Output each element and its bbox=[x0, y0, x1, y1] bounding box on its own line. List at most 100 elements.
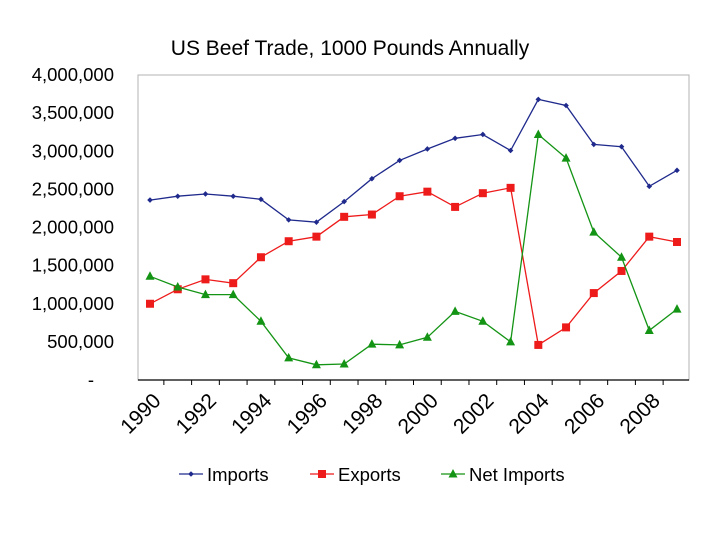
legend-marker bbox=[448, 469, 458, 478]
y-tick-label: 4,000,000 bbox=[32, 64, 114, 85]
data-point-net-imports bbox=[617, 252, 627, 261]
data-point-net-imports bbox=[672, 304, 682, 313]
data-point-net-imports bbox=[228, 289, 238, 299]
data-point-imports bbox=[285, 217, 292, 223]
data-point-exports bbox=[617, 266, 626, 275]
x-tick-label: 2002 bbox=[449, 389, 498, 438]
data-point-net-imports bbox=[450, 306, 460, 315]
data-point-imports bbox=[452, 135, 458, 142]
data-point-imports bbox=[424, 146, 431, 152]
x-tick-label: 1998 bbox=[338, 389, 387, 438]
legend-marker bbox=[318, 470, 326, 478]
legend-item-net-imports: Net Imports bbox=[441, 464, 565, 485]
data-point-net-imports bbox=[339, 358, 349, 368]
plot-area bbox=[137, 74, 690, 381]
series-layer bbox=[145, 96, 682, 369]
data-point-net-imports bbox=[533, 129, 543, 138]
x-tick-label: 2006 bbox=[560, 389, 609, 438]
legend: Imports Exports Net Imports bbox=[179, 464, 565, 485]
series-line-imports bbox=[149, 98, 678, 223]
data-point-imports bbox=[507, 147, 514, 154]
data-point-imports bbox=[396, 157, 403, 164]
legend-label: Imports bbox=[207, 464, 269, 485]
data-point-exports bbox=[256, 253, 265, 262]
legend-label: Exports bbox=[338, 464, 401, 485]
data-point-net-imports bbox=[284, 352, 294, 362]
data-point-exports bbox=[451, 202, 460, 211]
series-imports bbox=[147, 96, 680, 225]
y-tick-label: 2,500,000 bbox=[32, 178, 114, 199]
data-point-net-imports bbox=[367, 339, 377, 348]
data-point-net-imports bbox=[589, 227, 599, 236]
series-exports bbox=[146, 183, 681, 349]
series-line-exports bbox=[149, 187, 678, 346]
data-point-imports bbox=[174, 193, 181, 200]
data-point-imports bbox=[646, 183, 653, 190]
data-point-imports bbox=[618, 143, 625, 150]
data-point-exports bbox=[562, 323, 571, 332]
data-point-net-imports bbox=[173, 281, 183, 291]
y-tick-label: 1,500,000 bbox=[32, 255, 114, 276]
data-point-imports bbox=[341, 198, 347, 205]
chart-title: US Beef Trade, 1000 Pounds Annually bbox=[171, 37, 530, 60]
y-tick-label: 500,000 bbox=[47, 331, 114, 352]
data-point-exports bbox=[340, 212, 349, 221]
data-point-exports bbox=[284, 237, 293, 246]
data-point-net-imports bbox=[644, 325, 654, 334]
data-point-exports bbox=[673, 237, 681, 246]
data-point-imports bbox=[313, 219, 320, 225]
data-point-exports bbox=[146, 299, 154, 308]
x-tick-label: 1990 bbox=[116, 389, 165, 438]
data-point-imports bbox=[480, 131, 486, 138]
data-point-exports bbox=[423, 187, 432, 196]
data-point-exports bbox=[506, 183, 515, 192]
series-net-imports bbox=[145, 129, 682, 369]
data-point-exports bbox=[478, 189, 487, 198]
data-point-imports bbox=[563, 102, 569, 109]
data-point-imports bbox=[535, 96, 542, 103]
data-point-net-imports bbox=[200, 289, 210, 299]
legend-marker bbox=[188, 471, 194, 477]
data-point-imports bbox=[147, 197, 153, 203]
legend-item-imports: Imports bbox=[179, 464, 269, 485]
data-point-net-imports bbox=[395, 339, 405, 349]
y-tick-label: 2,000,000 bbox=[32, 217, 114, 238]
data-point-net-imports bbox=[311, 359, 321, 369]
x-tick-label: 1994 bbox=[227, 389, 277, 439]
y-tick-label: 3,500,000 bbox=[32, 102, 114, 123]
data-point-imports bbox=[369, 175, 375, 182]
x-tick-label: 1992 bbox=[172, 389, 221, 438]
data-point-exports bbox=[312, 232, 321, 241]
data-point-exports bbox=[229, 279, 238, 288]
data-point-net-imports bbox=[145, 271, 155, 280]
legend-item-exports: Exports bbox=[310, 464, 401, 485]
x-tick-label: 2008 bbox=[616, 389, 665, 438]
data-point-net-imports bbox=[422, 332, 432, 341]
data-point-imports bbox=[590, 141, 597, 148]
data-point-exports bbox=[395, 192, 404, 201]
series-line-net-imports bbox=[149, 133, 678, 366]
data-point-imports bbox=[230, 193, 237, 200]
data-point-exports bbox=[534, 340, 543, 349]
y-tick-label: 3,000,000 bbox=[32, 140, 114, 161]
x-axis: 1990 1992 1994 1996 1998 2000 2002 2004 2006 2008 bbox=[116, 379, 689, 439]
data-point-imports bbox=[258, 196, 264, 203]
data-point-imports bbox=[202, 191, 209, 197]
y-axis: - 500,000 1,000,000 1,500,000 2,000,000 2,500… bbox=[32, 64, 114, 390]
data-point-imports bbox=[674, 167, 680, 174]
x-tick-label: 2004 bbox=[505, 389, 555, 439]
x-tick-label: 1996 bbox=[283, 389, 332, 438]
data-point-exports bbox=[589, 289, 598, 298]
data-point-exports bbox=[367, 210, 376, 219]
y-tick-label: - bbox=[88, 369, 94, 390]
data-point-exports bbox=[645, 232, 654, 241]
x-tick-label: 2000 bbox=[394, 389, 443, 438]
data-point-net-imports bbox=[256, 316, 266, 325]
data-point-net-imports bbox=[561, 153, 571, 162]
legend-label: Net Imports bbox=[469, 464, 565, 485]
y-tick-label: 1,000,000 bbox=[32, 293, 114, 314]
data-point-exports bbox=[201, 275, 210, 284]
data-point-net-imports bbox=[506, 336, 516, 346]
data-point-net-imports bbox=[478, 316, 488, 325]
